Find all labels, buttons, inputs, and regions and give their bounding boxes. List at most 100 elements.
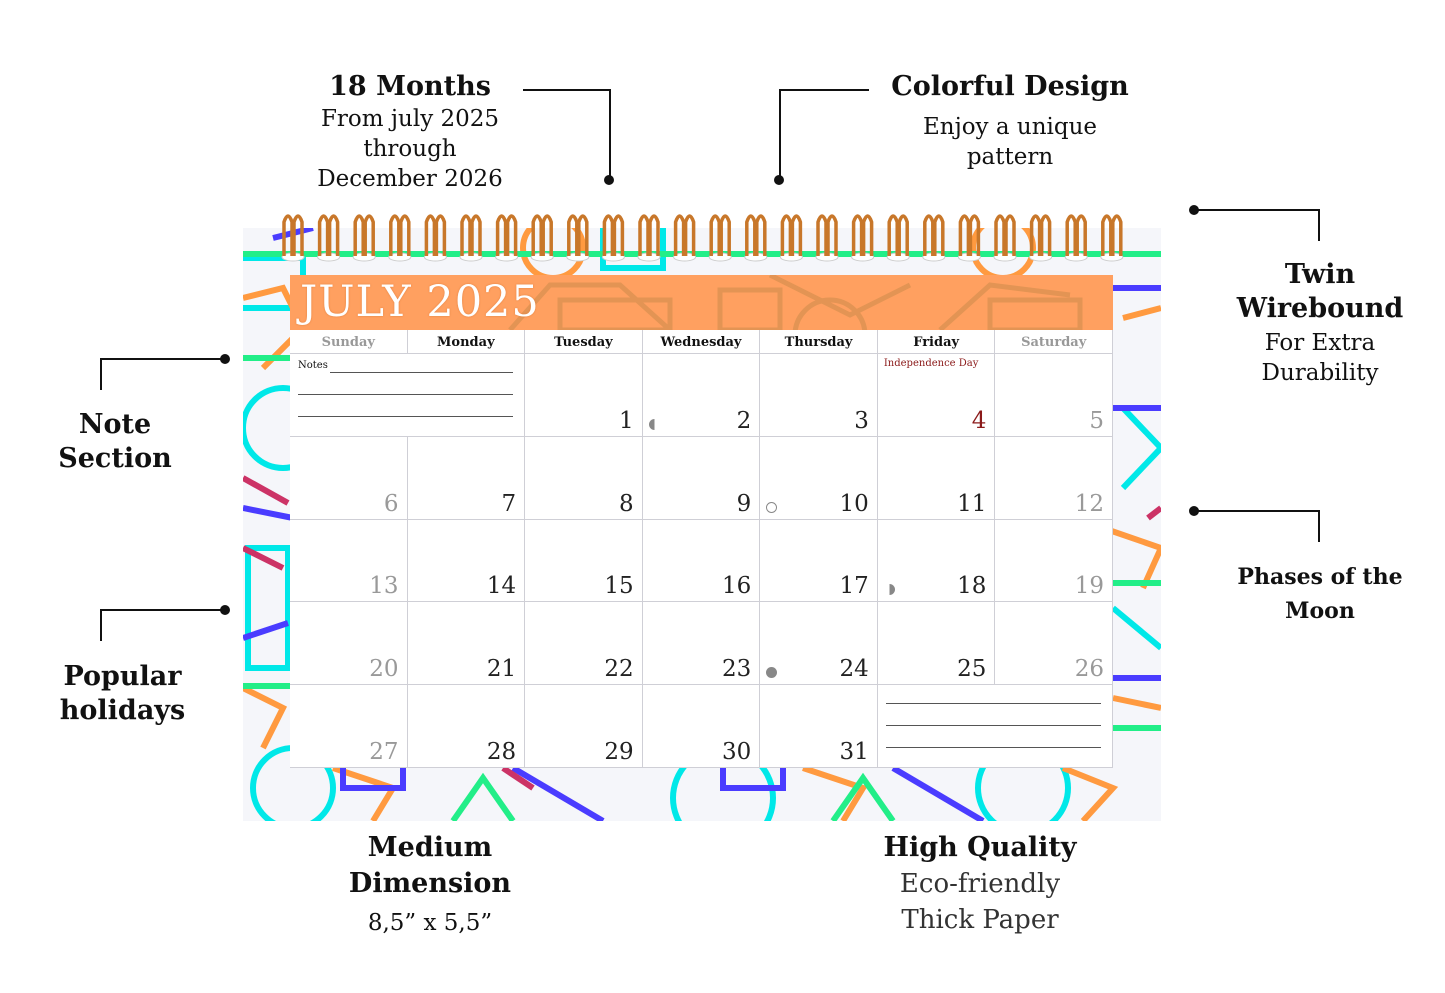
day-cell: 19 — [995, 519, 1113, 603]
day-cell: 20 — [290, 602, 408, 686]
day-number: 3 — [854, 407, 869, 434]
wire-ring — [317, 214, 341, 262]
callout-line: For Extra Durability — [1261, 330, 1379, 386]
day-number: 28 — [486, 738, 517, 765]
day-number: 1 — [619, 407, 634, 434]
day-cell: 23 — [642, 602, 761, 686]
callout-medium-dimension: Medium Dimension 8,5” x 5,5” — [330, 830, 530, 938]
callout-title: Popular holidays — [59, 661, 186, 726]
day-number: 7 — [501, 490, 517, 517]
day-number: 11 — [957, 490, 987, 517]
callout-title: Note Section — [58, 409, 172, 474]
leader-line — [779, 89, 869, 179]
weekday-header-tuesday: Tuesday — [525, 330, 643, 354]
callout-high-quality: High Quality Eco-friendly Thick Paper — [870, 830, 1090, 938]
day-number: 26 — [1074, 656, 1104, 683]
callout-title: Dimension — [348, 868, 512, 899]
callout-title: Twin Wirebound — [1236, 259, 1404, 324]
extra-notes-lines — [877, 685, 1113, 768]
notes-line — [298, 394, 514, 395]
wire-ring — [637, 214, 661, 262]
wire-ring — [566, 214, 590, 262]
day-cell: 7 — [407, 436, 526, 520]
calendar-grid: Sunday Monday Tuesday Wednesday Thursday Frid… — [290, 330, 1113, 768]
callout-title: Colorful Design — [891, 71, 1129, 102]
new-moon-moon-icon — [766, 667, 778, 679]
day-cell: 15 — [525, 519, 643, 603]
day-cell: 28 — [407, 685, 526, 768]
day-cell: 5 — [995, 354, 1113, 437]
wire-ring — [851, 214, 875, 262]
notes-line — [885, 725, 1101, 727]
weekday-header-thursday: Thursday — [760, 330, 878, 354]
header-pattern — [508, 275, 1083, 330]
wire-ring — [1029, 214, 1053, 262]
wire-ring — [993, 214, 1017, 262]
day-cell: 22 — [525, 602, 643, 686]
day-number: 15 — [604, 573, 634, 600]
day-number: 20 — [369, 656, 399, 683]
day-number: 12 — [1074, 490, 1104, 517]
leader-line — [100, 609, 226, 641]
callout-line: From july 2025 — [320, 106, 500, 132]
wire-ring — [388, 214, 412, 262]
day-number: 6 — [383, 490, 399, 517]
wire-ring — [886, 214, 910, 262]
day-number: 31 — [839, 738, 869, 765]
day-number: 21 — [486, 656, 517, 683]
weekday-header-monday: Monday — [407, 330, 526, 354]
day-number: 19 — [1074, 573, 1104, 600]
notes-line — [885, 703, 1101, 705]
callout-line: December 2026 — [317, 166, 503, 192]
day-number: 13 — [369, 573, 399, 600]
notes-section: Notes — [290, 354, 526, 437]
callout-popular-holidays: Popular holidays — [5, 660, 240, 728]
day-cell: 9 — [642, 436, 761, 520]
day-cell: 11 — [877, 436, 996, 520]
wire-ring — [957, 214, 981, 262]
day-number: 25 — [957, 656, 987, 683]
leader-dot — [1189, 205, 1199, 215]
leader-dot — [774, 175, 784, 185]
day-cell: 21 — [407, 602, 526, 686]
callout-line: through — [363, 136, 457, 162]
last-quarter-moon-icon — [883, 584, 895, 596]
day-cell: 30 — [642, 685, 761, 768]
day-cell: 6 — [290, 436, 408, 520]
month-header: JULY 2025 — [290, 275, 1113, 330]
day-cell: 10 — [760, 436, 878, 520]
notes-line — [885, 747, 1101, 749]
day-number: 22 — [604, 656, 634, 683]
wire-ring — [495, 214, 519, 262]
day-number: 23 — [721, 656, 752, 683]
day-number: 10 — [839, 490, 869, 517]
callout-line: Thick Paper — [901, 905, 1059, 935]
day-number: 4 — [971, 407, 987, 434]
day-number: 27 — [369, 738, 399, 765]
callout-title: High Quality — [883, 832, 1077, 863]
callout-note-section: Note Section — [20, 408, 210, 476]
wire-ring — [708, 214, 732, 262]
notes-line — [330, 372, 514, 373]
weekday-header-wednesday: Wednesday — [642, 330, 761, 354]
full-moon-moon-icon — [766, 501, 778, 513]
day-cell: 29 — [525, 685, 643, 768]
day-number: 14 — [486, 573, 517, 600]
day-cell: 24 — [760, 602, 878, 686]
day-number: 29 — [604, 738, 634, 765]
leader-line — [1194, 209, 1320, 241]
callout-twin-wirebound: Twin Wirebound For Extra Durability — [1205, 258, 1435, 388]
day-cell: 4 Independence Day — [877, 354, 996, 437]
day-number: 5 — [1089, 407, 1104, 434]
weekday-header-friday: Friday — [877, 330, 996, 354]
day-cell: 2 — [642, 354, 761, 437]
day-cell: 8 — [525, 436, 643, 520]
leader-line — [100, 358, 226, 390]
leader-dot — [604, 175, 614, 185]
callout-line: Eco-friendly — [899, 869, 1061, 899]
wire-ring — [922, 214, 946, 262]
wire-ring — [815, 214, 839, 262]
callout-line: 8,5” x 5,5” — [367, 910, 493, 936]
day-cell: 1 — [525, 354, 643, 437]
